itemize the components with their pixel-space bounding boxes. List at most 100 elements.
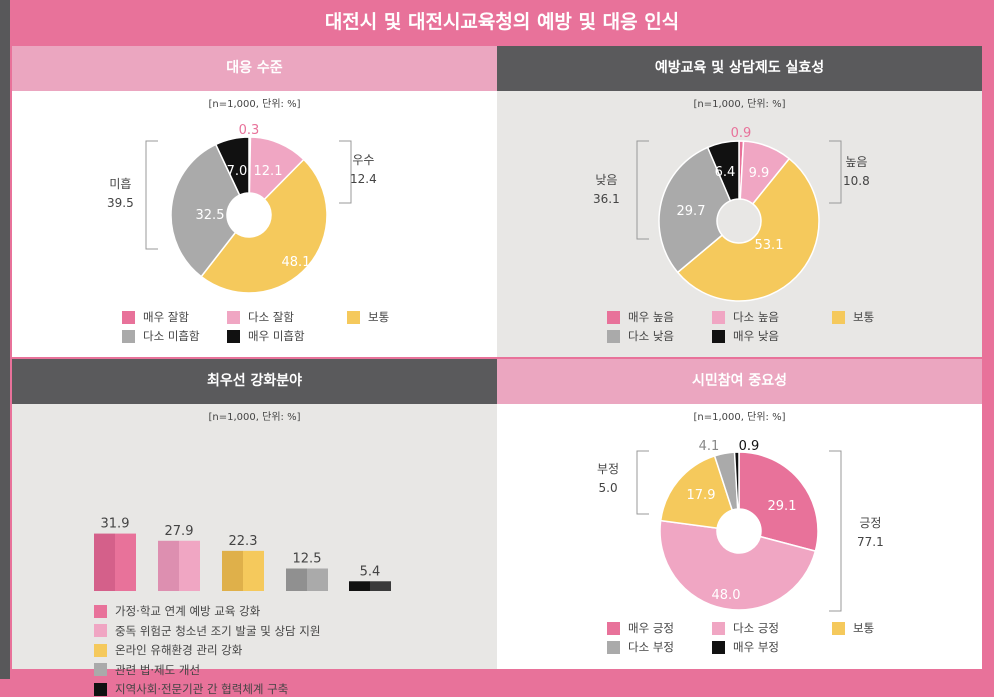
legend-swatch — [712, 329, 725, 343]
group-label: 우수 — [352, 153, 375, 167]
panel-title: 최우선 강화분야 — [12, 359, 497, 404]
legend-item: 매우 낮음 — [712, 328, 779, 344]
legend-label: 중독 위험군 청소년 조기 발굴 및 상담 지원 — [115, 623, 321, 638]
donut-slice — [733, 451, 740, 510]
chart-note: [n=1,000, 단위: %] — [693, 99, 786, 110]
slice-label: 32.5 — [196, 208, 225, 223]
bar-value-label: 5.4 — [360, 564, 381, 579]
slice-label: 4.1 — [699, 439, 720, 454]
slice-label: 0.3 — [239, 123, 260, 138]
legend-item: 보통 — [347, 309, 389, 325]
group-value: 77.1 — [857, 535, 884, 549]
legend-label: 지역사회·전문기관 간 협력체계 구축 — [115, 682, 289, 696]
legend-item: 매우 잘함 — [122, 309, 189, 325]
legend-label: 가정·학교 연계 예방 교육 강화 — [115, 604, 261, 618]
slice-label: 7.0 — [227, 164, 248, 179]
donut-chart: 0.3 12.1 48.1 32.5 7.0 — [145, 123, 352, 294]
slice-label: 9.9 — [749, 166, 770, 181]
bar — [115, 533, 136, 591]
legend-item: 다소 높음 — [712, 309, 779, 325]
legend-label: 보통 — [853, 621, 875, 635]
legend-swatch — [607, 621, 620, 635]
legend-item: 다소 낮음 — [607, 328, 674, 344]
donut-slice — [676, 157, 820, 302]
bar — [370, 581, 391, 591]
legend-swatch — [94, 624, 107, 637]
legend-swatch — [832, 310, 845, 324]
donut-chart: 29.1 48.0 17.9 4.1 0.9 — [636, 439, 842, 612]
donut-slice — [214, 136, 250, 197]
legend-swatch — [712, 310, 725, 324]
legend-label: 매우 높음 — [628, 310, 674, 324]
bar — [94, 533, 115, 591]
legend-item: 다소 미흡함 — [122, 328, 200, 344]
group-label: 높음 — [845, 155, 868, 169]
legend-swatch — [607, 310, 620, 324]
slice-label: 29.1 — [768, 499, 797, 514]
group-value: 39.5 — [107, 196, 134, 210]
group-value: 10.8 — [843, 174, 870, 188]
slice-label: 12.1 — [254, 164, 283, 179]
legend-item: 보통 — [832, 620, 874, 636]
bar — [349, 581, 370, 591]
chart-note: [n=1,000, 단위: %] — [208, 99, 301, 110]
legend-swatch — [94, 643, 107, 657]
legend-label: 온라인 유해환경 관리 강화 — [115, 643, 243, 657]
legend-swatch — [712, 640, 725, 654]
donut-slice — [659, 454, 734, 529]
slice-label: 48.0 — [712, 588, 741, 603]
legend-swatch — [227, 310, 240, 324]
legend-item: 매우 미흡함 — [227, 328, 305, 344]
group-bracket — [636, 450, 649, 515]
group-label: 긍정 — [859, 516, 882, 530]
bar — [307, 568, 328, 591]
legend-swatch — [227, 329, 240, 343]
group-bracket — [636, 140, 649, 240]
group-value: 12.4 — [350, 172, 377, 186]
legend-swatch — [94, 663, 107, 676]
legend-swatch — [607, 329, 620, 343]
slice-label: 6.4 — [715, 165, 736, 180]
legend-item: 다소 잘함 — [227, 309, 294, 325]
bar-value-label: 27.9 — [165, 524, 194, 539]
legend-label: 다소 긍정 — [733, 621, 779, 635]
legend-swatch — [347, 310, 360, 324]
slice-label: 53.1 — [755, 238, 784, 253]
legend-label: 다소 잘함 — [248, 310, 294, 324]
bar-chart: 31.9 27.9 22.3 12.5 5.4 — [94, 517, 391, 591]
legend-label: 매우 부정 — [733, 640, 779, 654]
panel-title: 시민참여 중요성 — [497, 359, 982, 404]
legend-item: 매우 높음 — [607, 309, 674, 325]
legend-item: 중독 위험군 청소년 조기 발굴 및 상담 지원 — [94, 623, 320, 639]
bar — [286, 568, 307, 591]
legend-label: 매우 낮음 — [733, 329, 779, 343]
chart-note: [n=1,000, 단위: %] — [693, 412, 786, 423]
group-bracket — [145, 140, 158, 250]
legend-label: 관련 법·제도 개선 — [115, 662, 201, 677]
group-label: 부정 — [597, 462, 620, 476]
group-value: 5.0 — [598, 481, 618, 495]
group-label: 낮음 — [595, 173, 618, 187]
legend-label: 다소 낮음 — [628, 329, 674, 343]
donut-slice — [706, 140, 740, 202]
legend-label: 다소 미흡함 — [143, 329, 200, 343]
group-value: 36.1 — [593, 192, 620, 206]
group-bracket — [339, 140, 352, 204]
donut-slice — [200, 158, 328, 294]
legend-swatch — [607, 640, 620, 654]
panel-effectiveness: 예방교육 및 상담제도 실효성 [n=1,000, 단위: %] 0.9 9.9 5… — [497, 46, 982, 357]
bar — [158, 540, 179, 591]
bar — [243, 550, 264, 591]
donut-slice — [658, 146, 732, 274]
donut-chart: 0.9 9.9 53.1 29.7 6.4 — [636, 126, 842, 302]
legend-item: 온라인 유해환경 관리 강화 — [94, 642, 242, 658]
bar-value-label: 31.9 — [101, 517, 130, 532]
legend-item: 가정·학교 연계 예방 교육 강화 — [94, 603, 260, 619]
legend-label: 매우 미흡함 — [248, 329, 305, 343]
panel-priority: 최우선 강화분야 [n=1,000, 단위: %] 31.9 27.9 22.3 12… — [12, 359, 497, 696]
legend-label: 다소 부정 — [628, 640, 674, 654]
group-bracket — [829, 140, 842, 204]
panel-title: 예방교육 및 상담제도 실효성 — [497, 46, 982, 91]
legend-label: 다소 높음 — [733, 310, 779, 324]
slice-label: 17.9 — [687, 488, 716, 503]
